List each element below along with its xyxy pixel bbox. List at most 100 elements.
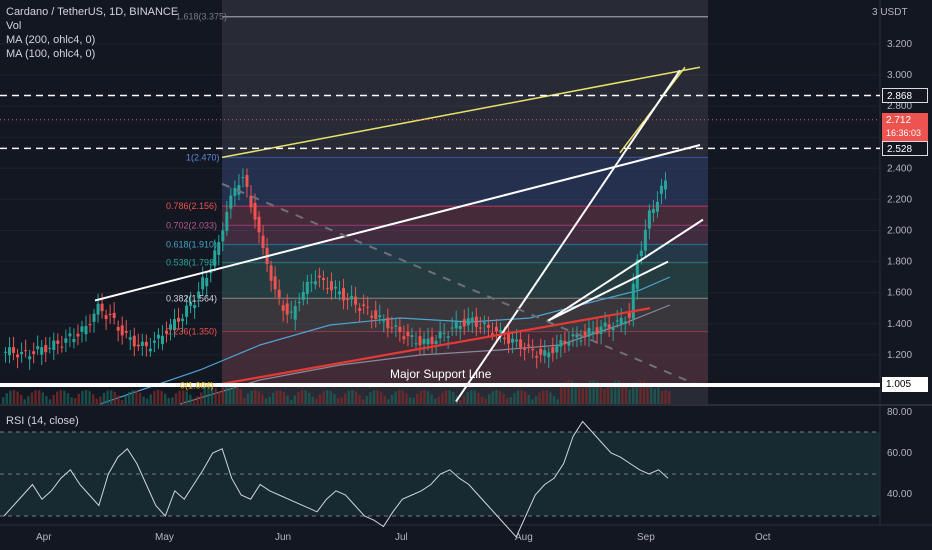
fibonacci-labels: 1.618(3.375) 1(2.470) 0.786(2.156) 0.702(2.… (166, 12, 227, 391)
volume-bar (376, 390, 379, 404)
volume-bar (423, 390, 426, 404)
volume-bar (358, 394, 361, 404)
time-tick-sep: Sep (637, 532, 655, 543)
volume-bar (653, 388, 656, 404)
ma100-indicator-label[interactable]: MA (100, ohlc4, 0) (6, 48, 96, 60)
volume-bar (243, 398, 246, 404)
volume-bar (502, 393, 505, 404)
candle-body (112, 312, 116, 318)
horizontal-levels[interactable] (0, 94, 880, 387)
candle-body (418, 336, 422, 346)
time-tick-aug: Aug (515, 532, 533, 543)
candle-body (253, 202, 257, 220)
volume-bar (225, 383, 228, 404)
white-lower-trendline (547, 260, 669, 322)
volume-bar (156, 390, 160, 404)
volume-bar (390, 394, 394, 404)
candle-body (386, 317, 390, 329)
candle-body (317, 275, 321, 278)
volume-bar (614, 380, 617, 404)
candle-body (136, 344, 140, 347)
candle-body (478, 327, 482, 329)
volume-bar (520, 390, 523, 404)
volume-bar (174, 393, 178, 404)
candle-body (197, 291, 201, 299)
candle-body (160, 335, 164, 344)
candle-body (297, 302, 301, 304)
candle-body (144, 341, 148, 347)
volume-bar (668, 390, 671, 404)
price-tick: 3.000 (887, 70, 912, 81)
candle-body (647, 210, 651, 229)
candle-body (16, 354, 20, 358)
white-support-trendline (94, 144, 701, 302)
candle-body (422, 338, 426, 344)
candle-body (241, 177, 245, 179)
volume-bar (95, 398, 98, 404)
volume-bar (84, 390, 88, 404)
volume-bar (282, 391, 286, 404)
volume-bar (570, 380, 574, 404)
volume-bar (434, 398, 437, 404)
price-axis-unit: 3 USDT (872, 7, 908, 18)
trend-lines[interactable] (94, 66, 704, 403)
candle-body (32, 351, 36, 355)
support-annotation: Major Support Line (390, 367, 492, 381)
rsi-indicator-label[interactable]: RSI (14, close) (6, 415, 79, 427)
time-tick-apr: Apr (36, 532, 52, 543)
fib-label: 0.538(1.793) (166, 258, 217, 268)
volume-bar (160, 390, 163, 404)
candle-body (474, 316, 478, 328)
candle-body (28, 356, 32, 360)
volume-bar (102, 392, 106, 404)
volume-bar (549, 392, 552, 404)
price-tag-current: 2.712 (882, 113, 928, 128)
candle-body (269, 265, 273, 281)
volume-bar (527, 394, 530, 404)
volume-bar (30, 392, 34, 404)
volume-bar (261, 394, 264, 404)
fib-zone (222, 262, 708, 299)
volume-bar (315, 398, 318, 404)
candle-body (563, 340, 567, 344)
candle-body (555, 345, 559, 353)
candle-body (56, 340, 60, 344)
candle-body (205, 277, 209, 287)
candle-body (333, 286, 337, 289)
candle-body (623, 321, 627, 325)
volume-bar (275, 390, 278, 404)
volume-bar (473, 390, 476, 404)
candle-body (438, 331, 442, 339)
fib-label: 0.786(2.156) (166, 201, 217, 211)
volume-bar (585, 383, 588, 404)
volume-bar (632, 385, 635, 404)
candle-body (4, 351, 7, 353)
white-mid-trendline (547, 218, 704, 322)
volume-bar (639, 380, 642, 404)
price-tick: 2.000 (887, 226, 912, 237)
price-tag-support: 1.005 (882, 377, 928, 392)
volume-bar (16, 391, 19, 404)
volume-bar (531, 399, 534, 404)
volume-bar (254, 390, 257, 404)
candle-body (615, 320, 619, 322)
candle-body (595, 327, 599, 335)
fib-label: 1(2.470) (186, 152, 220, 162)
candle-body (124, 331, 128, 333)
volume-bar (365, 396, 368, 404)
ma200-indicator-label[interactable]: MA (200, ohlc4, 0) (6, 34, 96, 46)
volume-bar (189, 394, 192, 404)
candle-body (527, 344, 531, 347)
candle-body (120, 325, 124, 336)
volume-bar (5, 393, 8, 404)
candle-body (551, 347, 555, 354)
symbol-title[interactable]: Cardano / TetherUS, 1D, BINANCE (6, 6, 179, 18)
candle-body (132, 335, 136, 347)
candle-body (462, 319, 466, 327)
candle-body (168, 324, 172, 330)
volume-indicator-label[interactable]: Vol (6, 20, 22, 32)
candle-body (96, 303, 100, 315)
volume-bar (239, 389, 242, 404)
ma200-line (179, 304, 671, 405)
